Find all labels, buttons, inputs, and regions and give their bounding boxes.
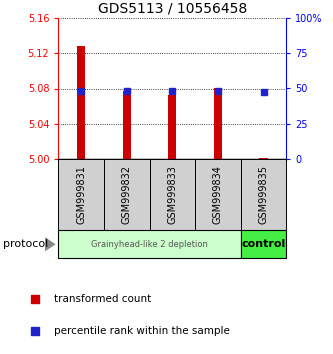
Text: GSM999834: GSM999834 — [213, 165, 223, 224]
Text: control: control — [241, 239, 286, 249]
Text: Grainyhead-like 2 depletion: Grainyhead-like 2 depletion — [91, 240, 208, 249]
Bar — [77, 46, 85, 159]
Bar — [214, 88, 222, 159]
Bar — [241, 159, 286, 230]
Text: percentile rank within the sample: percentile rank within the sample — [54, 326, 230, 336]
Title: GDS5113 / 10556458: GDS5113 / 10556458 — [98, 1, 247, 15]
Polygon shape — [45, 237, 56, 251]
Bar — [150, 159, 195, 230]
Text: protocol: protocol — [3, 239, 49, 249]
Bar — [168, 95, 176, 159]
Text: GSM999835: GSM999835 — [258, 165, 269, 224]
Bar — [195, 159, 241, 230]
Bar — [104, 159, 150, 230]
Bar — [58, 159, 104, 230]
Bar — [58, 230, 241, 258]
Bar — [123, 91, 131, 159]
Text: transformed count: transformed count — [54, 295, 151, 304]
Bar — [241, 230, 286, 258]
Text: GSM999832: GSM999832 — [122, 165, 132, 224]
Bar — [259, 158, 268, 159]
Text: GSM999831: GSM999831 — [76, 165, 86, 224]
Text: GSM999833: GSM999833 — [167, 165, 177, 224]
